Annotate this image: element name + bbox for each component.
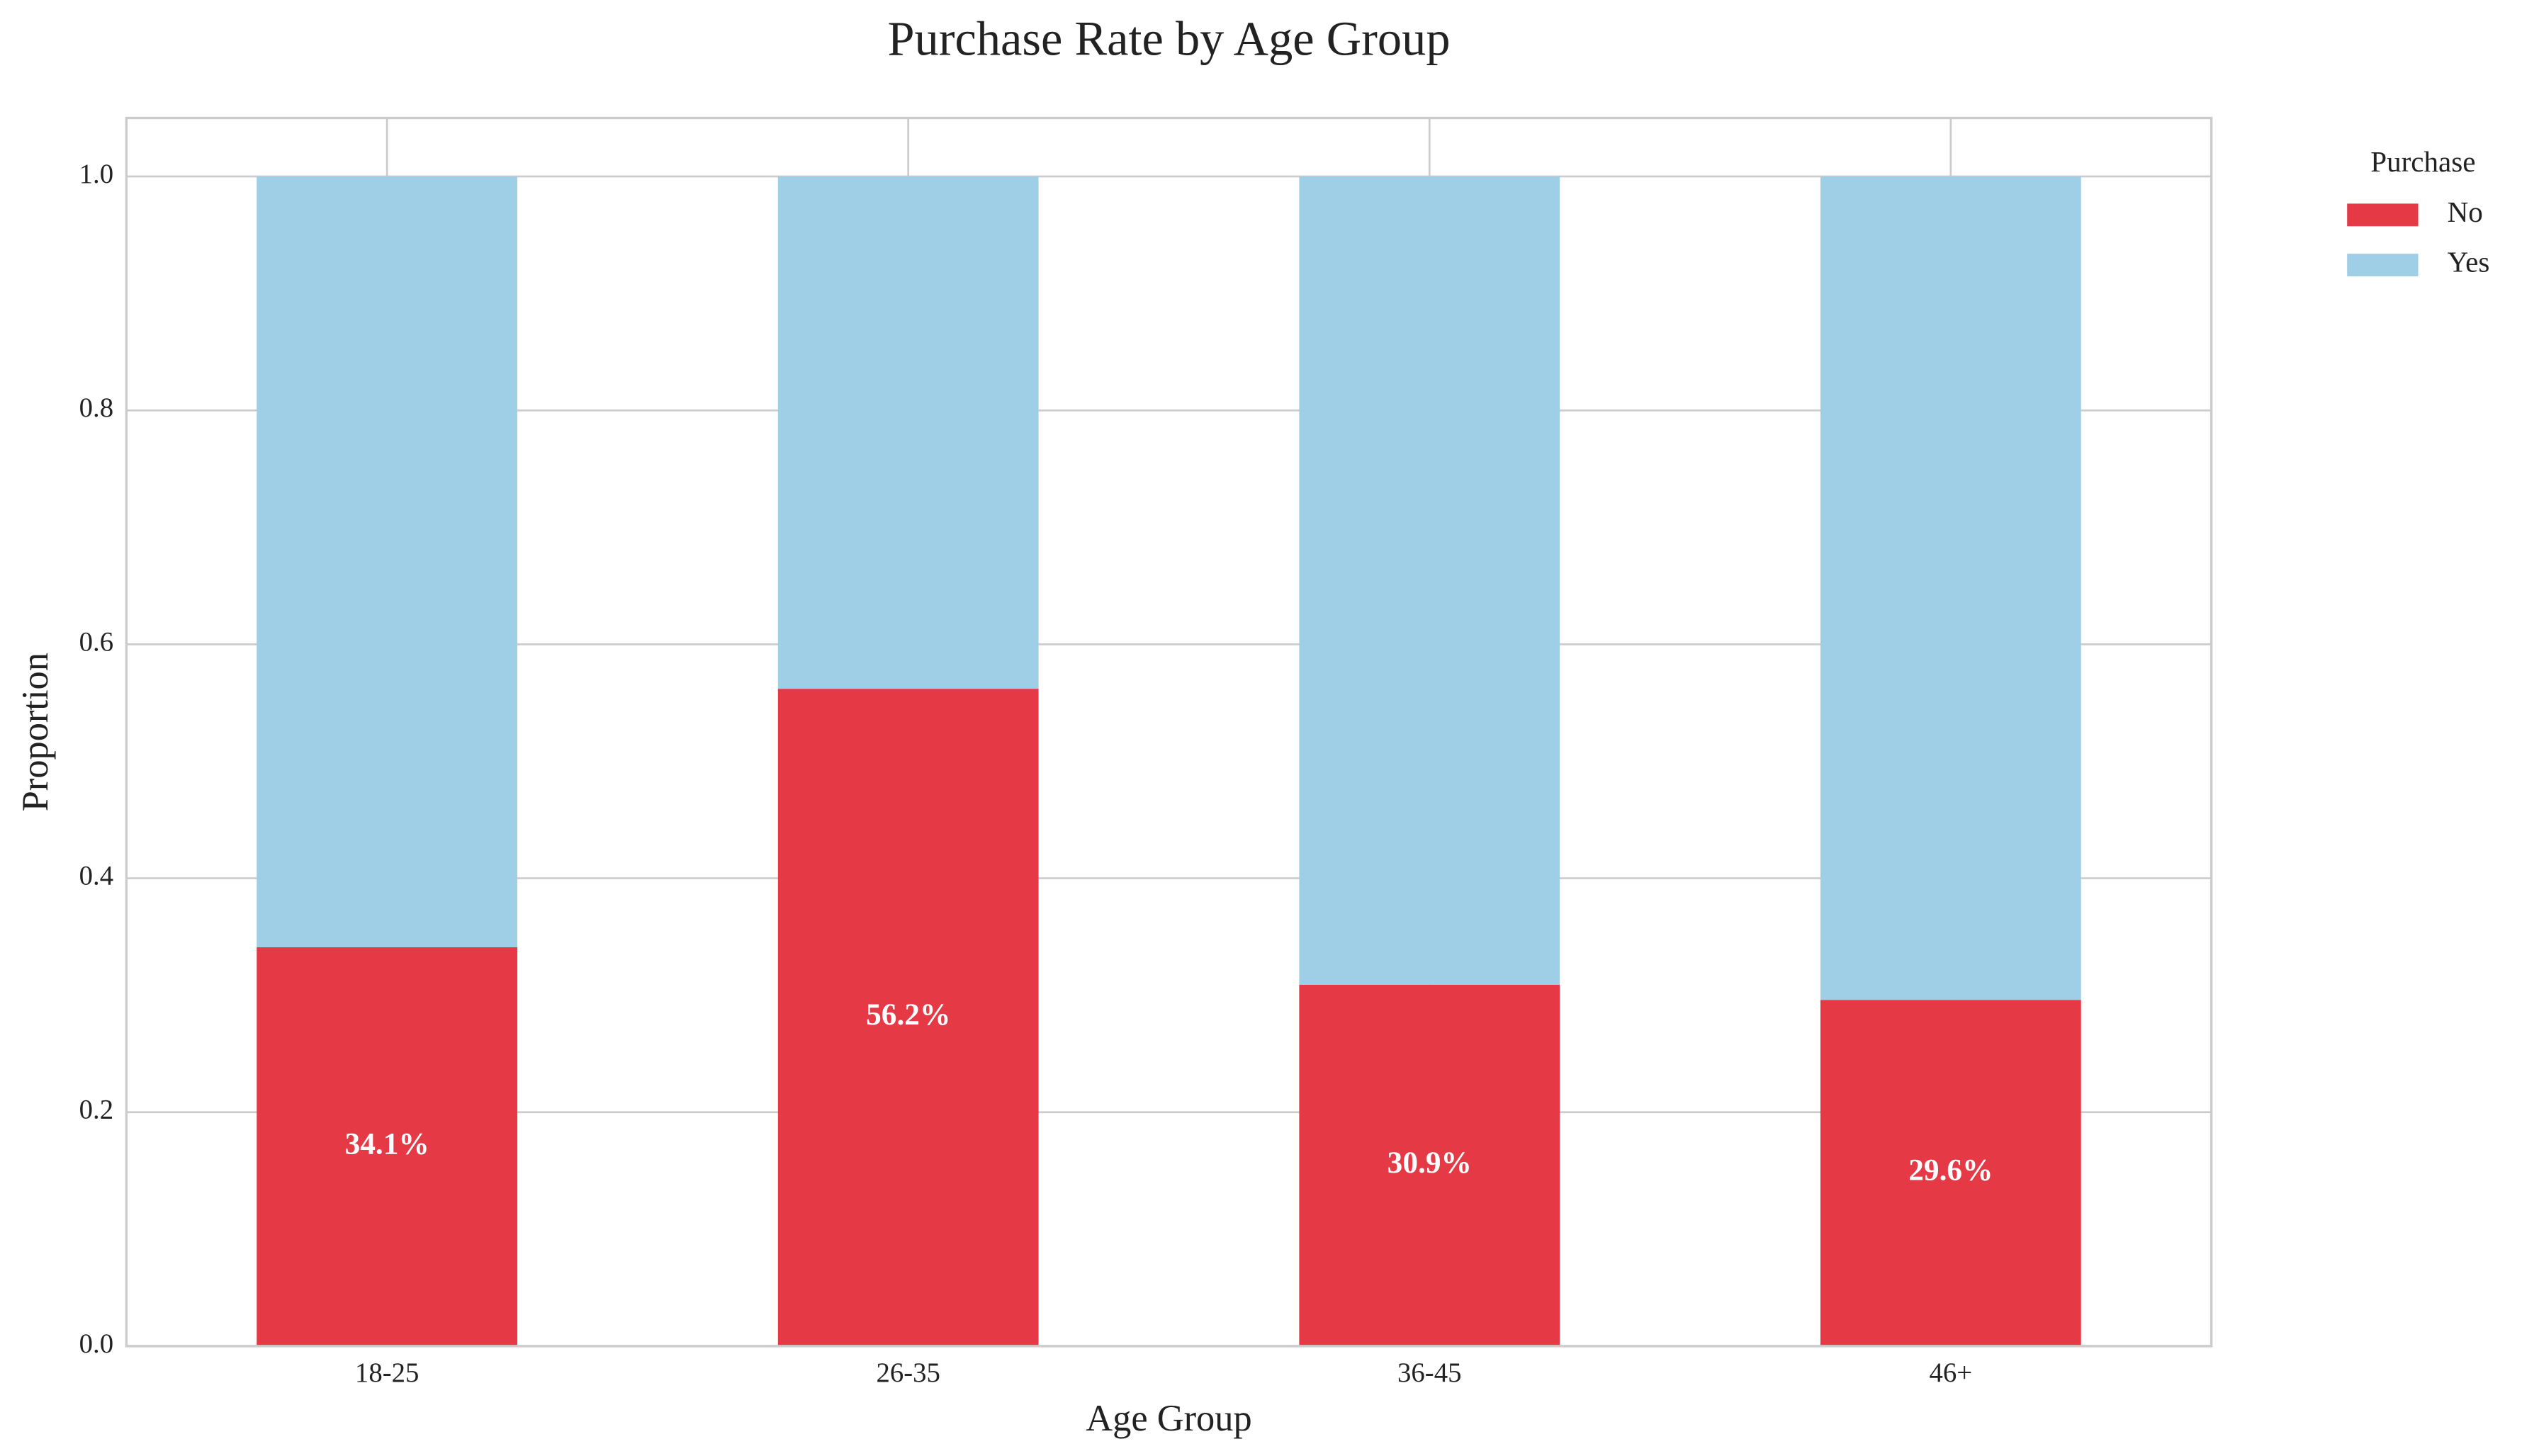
legend-label: No — [2448, 196, 2483, 228]
bar-segment — [1299, 176, 1560, 985]
legend-swatch — [2347, 254, 2419, 277]
bar-segment — [257, 176, 518, 947]
y-tick-label: 0.2 — [79, 1095, 113, 1125]
value-label: 30.9% — [1387, 1146, 1472, 1180]
bar-segment — [1299, 984, 1560, 1346]
x-axis-label: Age Group — [1086, 1398, 1251, 1439]
y-axis-label: Proportion — [15, 653, 56, 811]
plot-frame — [125, 116, 2213, 1348]
bar-segment — [777, 176, 1039, 689]
value-label: 56.2% — [866, 998, 950, 1032]
value-label: 34.1% — [345, 1127, 429, 1161]
x-tick-label: 46+ — [1930, 1358, 1973, 1388]
y-tick-label: 0.8 — [79, 393, 113, 423]
x-tick-label: 36-45 — [1397, 1358, 1461, 1388]
legend-title: Purchase — [2370, 145, 2475, 178]
bar-segment — [777, 689, 1039, 1346]
bar-segment — [257, 947, 518, 1346]
legend-label: Yes — [2448, 245, 2490, 278]
y-tick-label: 0.6 — [79, 626, 113, 657]
y-tick-label: 1.0 — [79, 159, 113, 189]
value-label: 29.6% — [1908, 1153, 1993, 1187]
bar-segment — [1820, 1000, 2081, 1346]
chart-title: Purchase Rate by Age Group — [887, 11, 1450, 65]
x-tick-label: 18-25 — [355, 1358, 419, 1388]
x-tick-label: 26-35 — [876, 1358, 940, 1388]
bar-segment — [1820, 176, 2081, 1000]
y-tick-label: 0.0 — [79, 1328, 113, 1359]
legend-swatch — [2347, 203, 2419, 227]
y-tick-label: 0.4 — [79, 860, 113, 891]
